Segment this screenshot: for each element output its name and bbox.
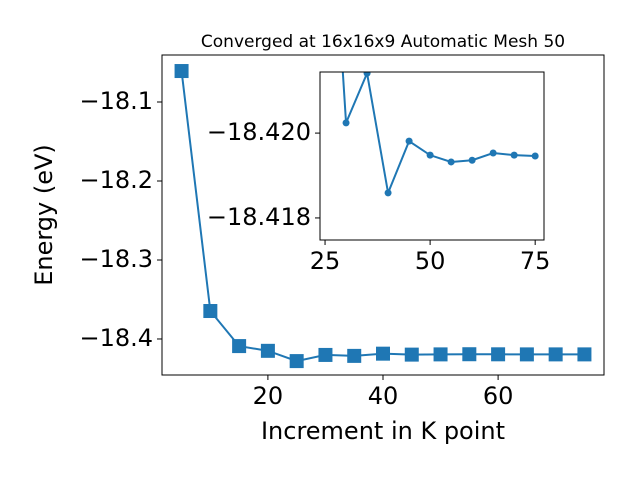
marker <box>289 354 304 369</box>
y-tick-label: −18.2 <box>79 166 153 194</box>
marker <box>376 346 390 361</box>
marker <box>232 339 247 354</box>
marker <box>519 347 534 362</box>
x-tick-label: 60 <box>483 382 514 410</box>
axes-frame <box>319 71 545 241</box>
marker <box>363 72 371 77</box>
y-axis-label: Energy (eV) <box>30 144 58 286</box>
plot-area <box>174 64 592 369</box>
y-tick-label: −18.3 <box>79 245 153 273</box>
marker <box>510 151 518 159</box>
marker <box>577 347 592 362</box>
chart-title: Converged at 16x16x9 Automatic Mesh 50 <box>201 32 565 52</box>
y-tick-label: −18.4 <box>79 324 153 352</box>
marker <box>468 156 476 164</box>
marker <box>491 347 506 362</box>
plot-area <box>341 72 539 197</box>
marker <box>531 152 539 160</box>
marker <box>548 347 563 362</box>
marker <box>347 348 362 363</box>
marker <box>447 158 455 166</box>
x-axis-label: Increment in K point <box>261 417 505 445</box>
marker <box>342 119 350 127</box>
marker <box>426 151 434 159</box>
marker <box>318 347 333 362</box>
x-tick-label: 25 <box>310 247 341 275</box>
marker <box>203 304 218 319</box>
marker <box>260 343 275 358</box>
marker <box>405 137 413 145</box>
y-tick-label: −18.420 <box>207 118 311 146</box>
y-tick-label: −18.1 <box>79 87 153 115</box>
marker <box>433 347 448 362</box>
x-tick-label: 20 <box>253 382 284 410</box>
x-tick-label: 75 <box>520 247 551 275</box>
x-tick-label: 40 <box>368 382 399 410</box>
marker <box>174 64 189 79</box>
marker <box>462 347 477 362</box>
x-tick-label: 50 <box>415 247 446 275</box>
marker <box>489 149 497 157</box>
y-tick-label: −18.418 <box>207 203 311 231</box>
marker <box>384 189 392 197</box>
marker <box>404 347 419 362</box>
axes-frame <box>161 54 605 376</box>
